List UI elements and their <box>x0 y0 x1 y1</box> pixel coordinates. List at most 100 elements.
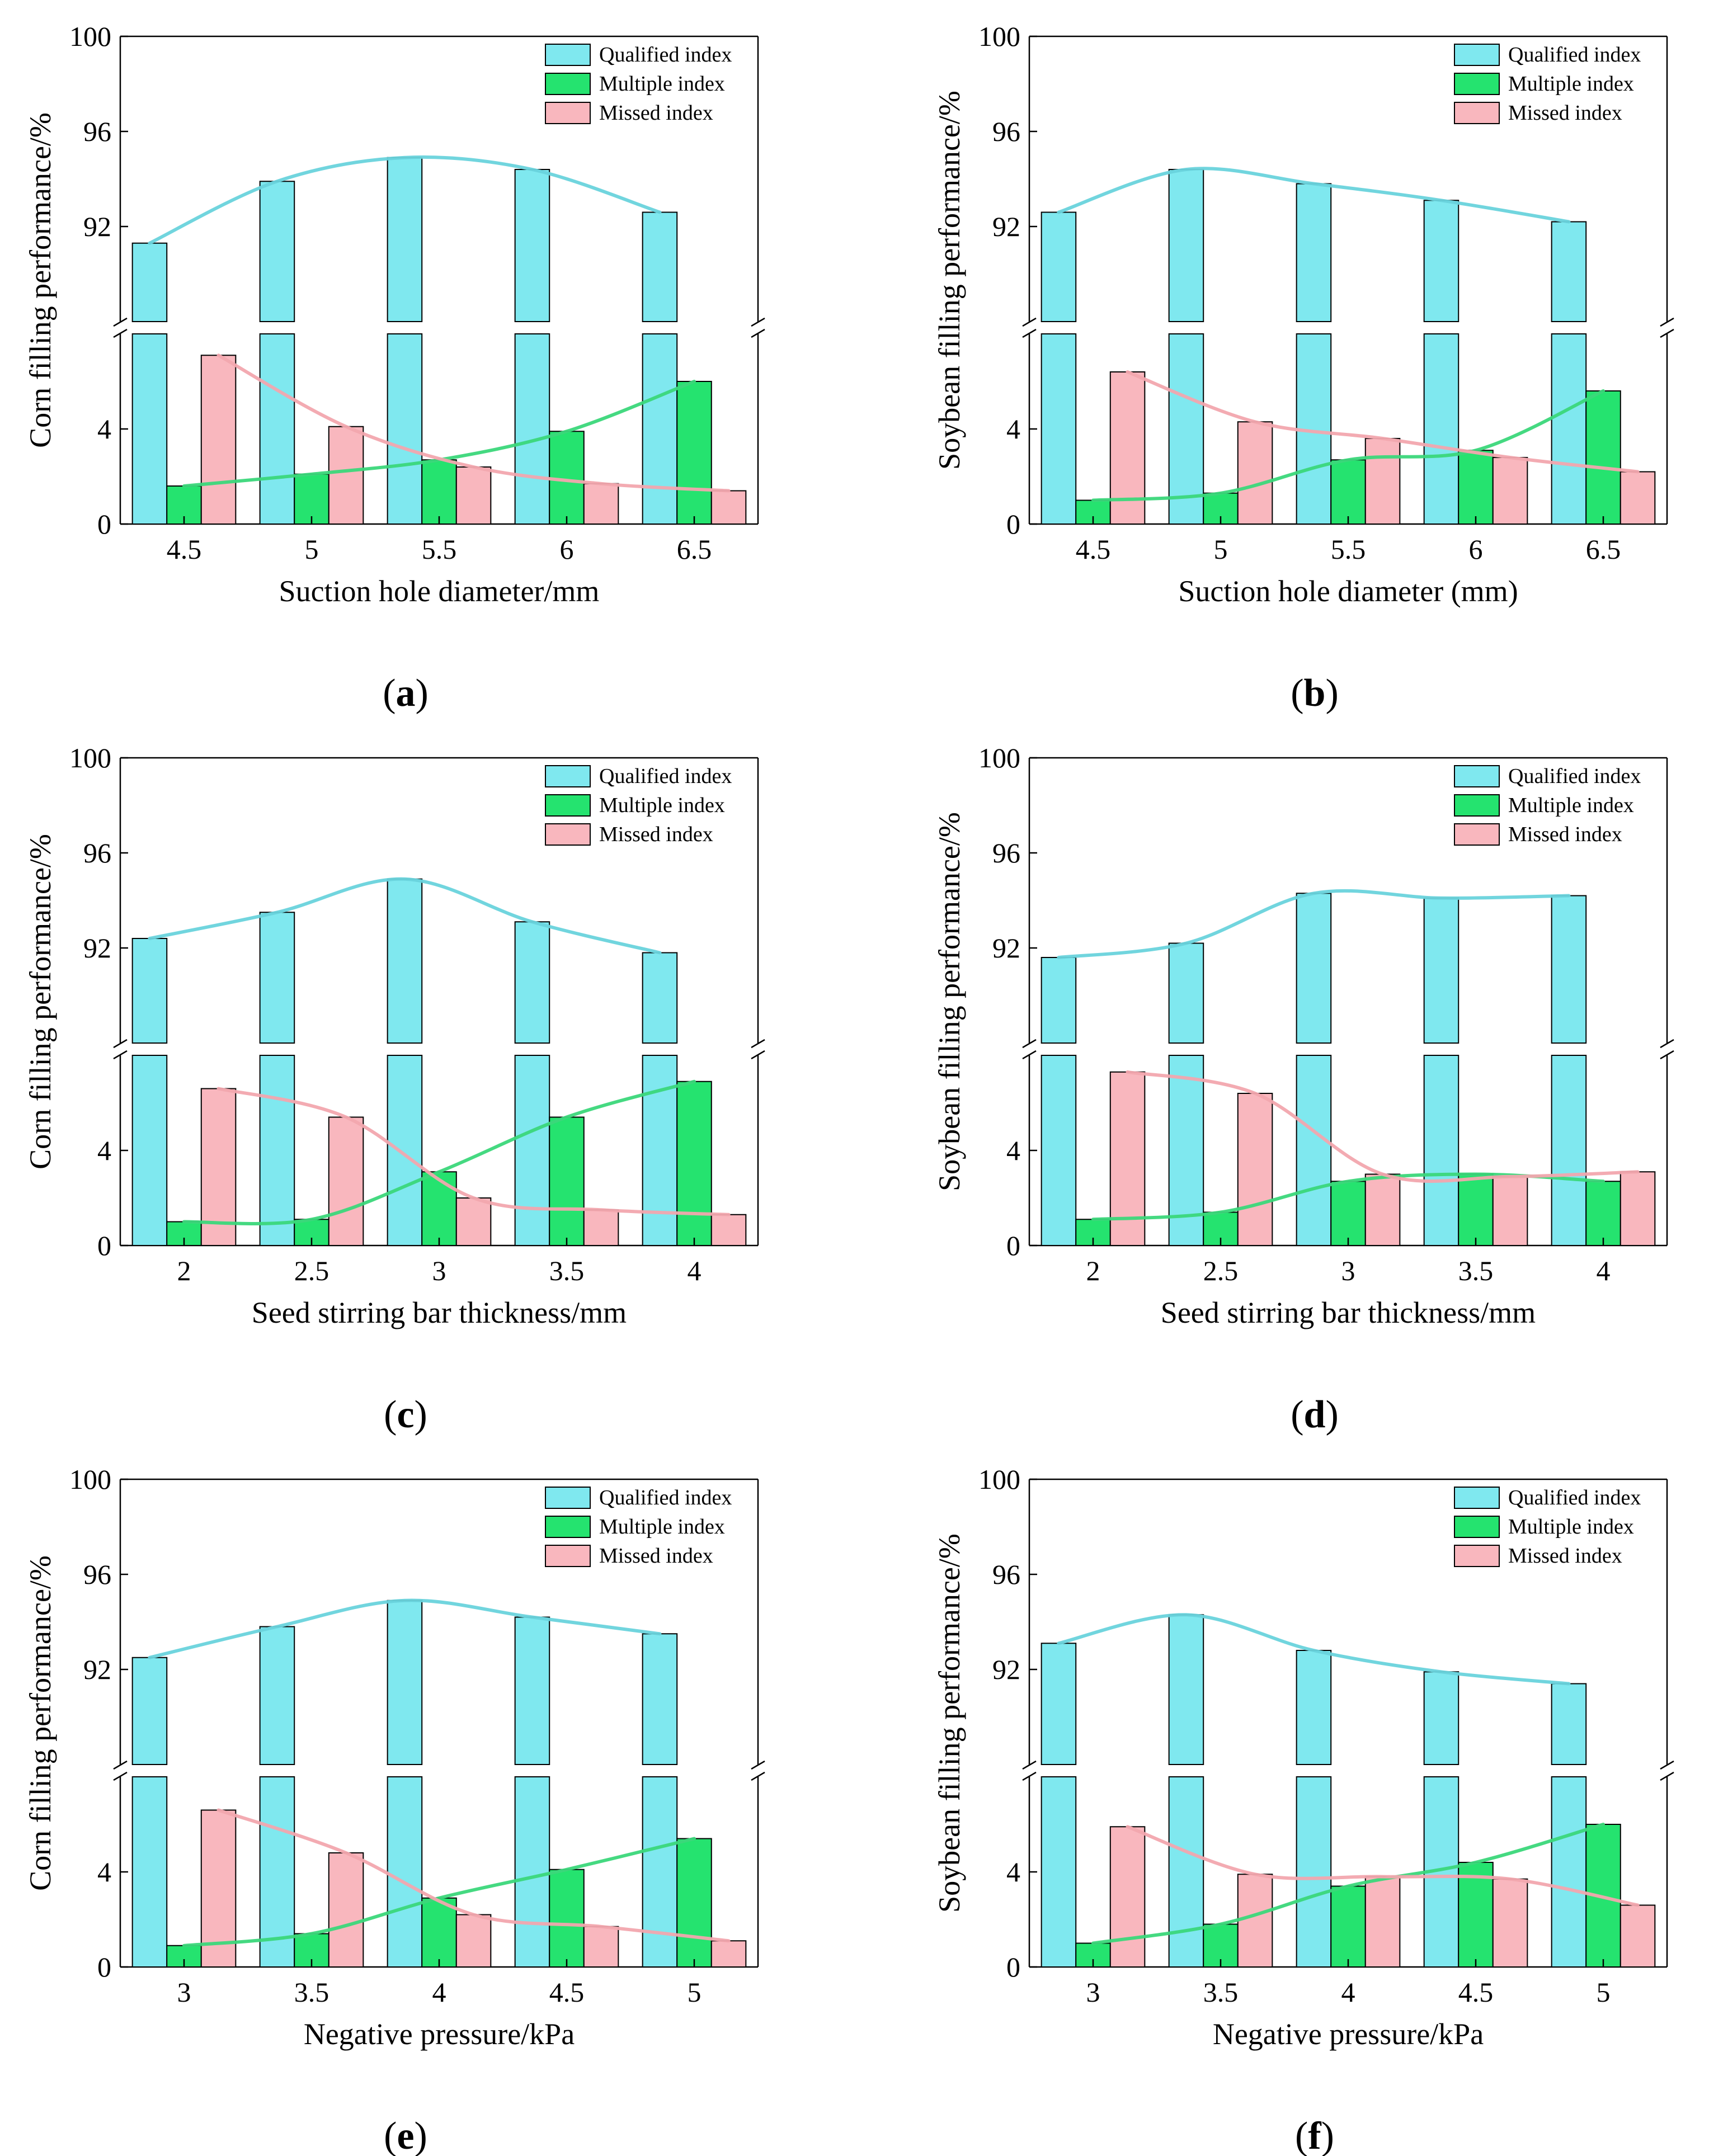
legend-swatch-multiple <box>545 73 591 95</box>
panel-label: (e) <box>384 2115 427 2156</box>
bar-missed-4 <box>1619 471 1656 525</box>
bar-qualified-4-lower <box>1551 333 1587 525</box>
legend-label-qualified: Qualified index <box>1508 43 1641 67</box>
x-axis-title: Suction hole diameter (mm) <box>1178 574 1518 608</box>
bar-qualified-4 <box>1551 221 1587 322</box>
bar-qualified-4 <box>1551 895 1587 1044</box>
y-tick-label: 0 <box>1006 508 1020 540</box>
legend-label-missed: Missed index <box>599 101 713 125</box>
bar-missed-1 <box>1237 421 1273 525</box>
bar-qualified-4 <box>1551 1683 1587 1765</box>
legend-label-missed: Missed index <box>599 1544 713 1568</box>
legend-label-multiple: Multiple index <box>599 1515 725 1539</box>
bar-qualified-4-lower <box>1551 1776 1587 1968</box>
bar-qualified-0-lower <box>1041 1055 1077 1246</box>
bar-missed-1 <box>328 426 364 525</box>
bar-qualified-0 <box>1041 957 1077 1044</box>
bar-missed-0 <box>200 1809 237 1968</box>
bar-missed-3 <box>1492 457 1528 525</box>
legend-swatch-multiple <box>1454 73 1500 95</box>
panel-label: (c) <box>384 1393 427 1436</box>
y-tick-label: 96 <box>83 837 111 869</box>
bar-multiple-2 <box>421 1897 457 1968</box>
bar-qualified-3 <box>1423 1671 1460 1765</box>
axis-break-mark-left-a <box>1022 317 1037 327</box>
y-tick-label: 92 <box>992 932 1020 964</box>
y-axis-title: Corn filling performance/% <box>23 1555 57 1891</box>
bar-multiple-2 <box>1330 1885 1366 1968</box>
chart-panel-e: 92 96 100 0 4 3 3.5 4 4.5 5 Negative pressure/kPa C… <box>23 1464 765 2156</box>
y-tick-label: 96 <box>992 837 1020 869</box>
y-tick-label: 96 <box>83 116 111 147</box>
trend-line-qualified <box>1057 167 1571 224</box>
legend-swatch-missed <box>545 102 591 124</box>
x-axis-title: Seed stirring bar thickness/mm <box>252 1296 627 1329</box>
bar-qualified-1 <box>259 181 295 322</box>
y-tick-label: 100 <box>978 21 1020 52</box>
legend-label-multiple: Multiple index <box>599 72 725 96</box>
bar-missed-4 <box>710 1214 747 1246</box>
axis-break-mark-left-a <box>113 1760 128 1770</box>
bar-multiple-2 <box>421 1171 457 1246</box>
axis-break-mark-right-a <box>751 317 765 327</box>
bar-multiple-2 <box>421 459 457 525</box>
bar-qualified-2 <box>1296 183 1332 322</box>
bar-qualified-2 <box>1296 893 1332 1044</box>
bar-qualified-1 <box>1168 169 1204 322</box>
bar-qualified-2-lower <box>387 1776 423 1968</box>
bar-qualified-1-lower <box>259 333 295 525</box>
bar-missed-3 <box>583 483 619 525</box>
x-tick-label: 2.5 <box>294 1255 329 1286</box>
y-tick-label: 4 <box>1006 1856 1020 1888</box>
bar-qualified-3-lower <box>1423 333 1460 525</box>
bar-multiple-3 <box>549 1869 585 1968</box>
legend-swatch-qualified <box>545 765 591 787</box>
bar-multiple-3 <box>1458 1862 1494 1968</box>
panel-label-open: ( <box>384 1393 397 1436</box>
bar-qualified-4-lower <box>642 333 678 525</box>
axis-break-mark-left-b <box>1022 1050 1037 1060</box>
bar-qualified-4-lower <box>642 1776 678 1968</box>
x-tick-label: 6.5 <box>677 534 712 565</box>
bar-qualified-0-lower <box>131 333 168 525</box>
y-axis-title: Soybean filling performance/% <box>933 91 966 470</box>
bar-qualified-1-lower <box>1168 333 1204 525</box>
y-axis-title: Corn filling performance/% <box>23 112 57 448</box>
bar-qualified-0 <box>131 938 168 1044</box>
legend-label-multiple: Multiple index <box>1508 72 1634 96</box>
panel-label-close: ) <box>415 2115 427 2156</box>
y-tick-label: 96 <box>83 1559 111 1590</box>
legend-swatch-qualified <box>1454 765 1500 787</box>
legend-swatch-qualified <box>545 1487 591 1509</box>
chart-panel-f: 92 96 100 0 4 3 3.5 4 4.5 5 Negative pressure/kPa S… <box>933 1464 1674 2156</box>
legend-swatch-missed <box>545 823 591 846</box>
x-axis-title: Negative pressure/kPa <box>304 2017 575 2051</box>
x-tick-label: 3 <box>1341 1255 1355 1286</box>
bar-qualified-2-lower <box>387 1055 423 1246</box>
bar-missed-0 <box>1109 1826 1146 1968</box>
x-axis-title: Suction hole diameter/mm <box>279 574 600 608</box>
y-tick-label: 96 <box>992 116 1020 147</box>
legend-label-qualified: Qualified index <box>1508 765 1641 788</box>
y-tick-label: 0 <box>97 1230 111 1261</box>
x-tick-label: 3.5 <box>294 1976 329 2008</box>
panel-label-open: ( <box>1291 1393 1303 1436</box>
y-tick-label: 4 <box>1006 413 1020 445</box>
y-tick-label: 92 <box>83 932 111 964</box>
bar-missed-2 <box>1364 438 1401 525</box>
x-tick-label: 5 <box>1214 534 1228 565</box>
x-tick-label: 6.5 <box>1586 534 1621 565</box>
bar-qualified-2-lower <box>1296 1055 1332 1246</box>
x-tick-label: 2 <box>177 1255 191 1286</box>
bar-qualified-3-lower <box>514 1776 550 1968</box>
trend-line-qualified <box>148 877 662 955</box>
bar-missed-1 <box>328 1116 364 1246</box>
axis-break-band <box>122 1766 756 1776</box>
bar-multiple-4 <box>676 1081 712 1246</box>
bar-multiple-4 <box>676 1838 712 1968</box>
axis-break-mark-right-b <box>1660 1050 1674 1060</box>
bar-missed-3 <box>583 1926 619 1968</box>
x-tick-label: 3 <box>177 1976 191 2008</box>
x-tick-label: 5 <box>688 1976 702 2008</box>
x-tick-label: 5.5 <box>1331 534 1366 565</box>
